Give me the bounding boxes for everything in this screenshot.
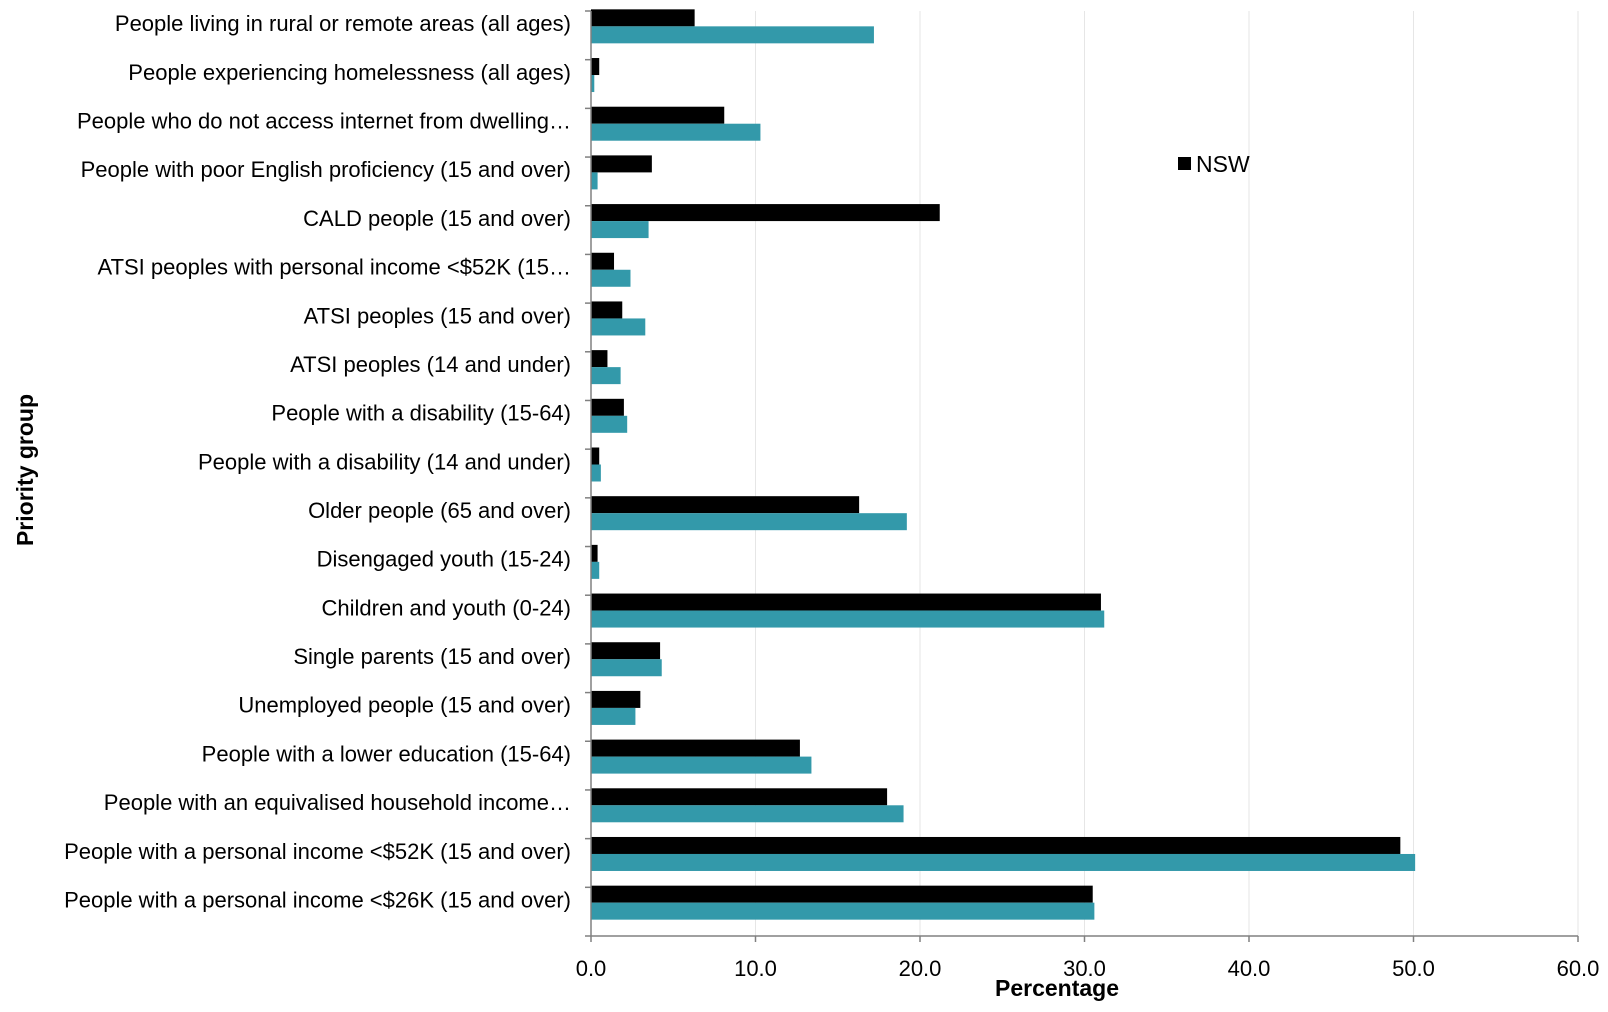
bar-series-2 [591, 221, 649, 239]
bar-nsw [591, 690, 641, 708]
bar-nsw [591, 496, 860, 514]
bar-nsw [591, 885, 1093, 903]
category-label: CALD people (15 and over) [303, 206, 571, 231]
bar-series-2 [591, 610, 1105, 628]
category-label: People with a disability (14 and under) [198, 449, 571, 474]
bar-nsw [591, 301, 623, 319]
category-label: ATSI peoples (14 and under) [290, 352, 571, 377]
bars [591, 9, 1416, 920]
bar-nsw [591, 204, 940, 222]
bar-series-2 [591, 464, 601, 482]
bar-nsw [591, 155, 652, 173]
x-axis: 0.0 10.0 20.0 30.0 40.0 50.0 60.0 [576, 10, 1600, 981]
gridlines [755, 11, 1579, 936]
y-axis-title: Priority group [12, 394, 38, 546]
category-label: People living in rural or remote areas (… [115, 11, 571, 36]
x-tick-label: 40.0 [1228, 956, 1271, 981]
bar-nsw [591, 106, 725, 124]
x-tick-label: 20.0 [899, 956, 942, 981]
bar-series-2 [591, 707, 636, 725]
bar-nsw [591, 593, 1101, 611]
bar-nsw [591, 836, 1401, 854]
bar-nsw [591, 739, 800, 757]
category-labels: People living in rural or remote areas (… [64, 11, 571, 912]
category-label: People who do not access internet from d… [77, 109, 571, 134]
bar-series-2 [591, 367, 621, 385]
x-tick-label: 0.0 [576, 956, 607, 981]
bar-series-2 [591, 75, 595, 93]
category-label: People with a personal income <$26K (15 … [64, 887, 571, 912]
category-label: People with poor English proficiency (15… [81, 157, 571, 182]
x-tick-label: 50.0 [1392, 956, 1435, 981]
bar-nsw [591, 350, 608, 368]
category-label: Children and youth (0-24) [322, 595, 571, 620]
x-axis-title: Percentage [995, 975, 1119, 1001]
bar-series-2 [591, 756, 812, 774]
category-label: ATSI peoples with personal income <$52K … [98, 255, 571, 280]
category-label: People with a disability (15-64) [271, 401, 571, 426]
bar-series-2 [591, 123, 761, 141]
bar-nsw [591, 398, 624, 416]
category-label: ATSI peoples (15 and over) [304, 303, 571, 328]
legend-swatch-nsw [1178, 157, 1191, 170]
category-label: People with a personal income <$52K (15 … [64, 839, 571, 864]
x-tick-label: 30.0 [1063, 956, 1106, 981]
bar-series-2 [591, 513, 907, 531]
bar-series-2 [591, 172, 598, 190]
bar-series-2 [591, 26, 874, 44]
bar-nsw [591, 788, 888, 806]
x-tick-label: 60.0 [1557, 956, 1600, 981]
category-label: Unemployed people (15 and over) [238, 693, 571, 718]
legend: NSW [1178, 151, 1250, 177]
category-label: People with an equivalised household inc… [104, 790, 571, 815]
category-label: Single parents (15 and over) [293, 644, 571, 669]
bar-series-2 [591, 805, 904, 823]
bar-nsw [591, 447, 600, 465]
bar-series-2 [591, 318, 646, 336]
category-label: People with a lower education (15-64) [202, 741, 571, 766]
bar-series-2 [591, 902, 1095, 920]
bar-series-2 [591, 659, 662, 677]
bar-nsw [591, 9, 695, 27]
x-tick-label: 10.0 [734, 956, 777, 981]
category-label: Disengaged youth (15-24) [317, 547, 571, 572]
bar-series-2 [591, 561, 600, 579]
bar-nsw [591, 544, 598, 562]
bar-nsw [591, 58, 600, 76]
category-label: Older people (65 and over) [308, 498, 571, 523]
bar-series-2 [591, 853, 1416, 871]
bar-series-2 [591, 415, 628, 433]
bar-nsw [591, 642, 661, 660]
bar-nsw [591, 252, 615, 270]
bar-series-2 [591, 269, 631, 287]
category-label: People experiencing homelessness (all ag… [128, 60, 571, 85]
legend-label-nsw: NSW [1196, 151, 1250, 177]
